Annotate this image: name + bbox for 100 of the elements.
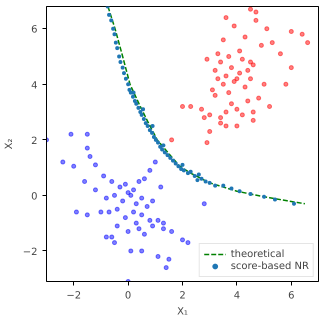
point	[139, 212, 144, 218]
point	[154, 138, 158, 142]
point	[176, 164, 180, 168]
point	[140, 112, 144, 117]
point	[160, 148, 164, 152]
point	[226, 54, 232, 59]
point	[212, 92, 218, 98]
point	[92, 162, 98, 168]
point	[179, 167, 184, 171]
point	[234, 123, 240, 128]
point	[253, 10, 258, 15]
point	[142, 117, 146, 121]
point	[180, 237, 185, 242]
point	[174, 161, 178, 166]
point	[109, 18, 114, 22]
point	[264, 26, 270, 32]
point	[248, 76, 253, 82]
point	[138, 110, 142, 114]
point	[180, 104, 185, 109]
y-tick-label: 6	[31, 24, 38, 36]
point	[258, 42, 264, 48]
point	[117, 54, 122, 58]
point	[250, 110, 256, 115]
point	[234, 76, 240, 82]
point	[237, 48, 242, 54]
point	[107, 12, 112, 17]
point	[150, 198, 156, 204]
point	[142, 176, 147, 182]
point	[160, 226, 166, 232]
point	[224, 110, 229, 115]
point	[224, 15, 229, 20]
point	[229, 186, 234, 190]
point	[215, 76, 220, 82]
point	[150, 130, 154, 135]
point	[248, 6, 253, 12]
y-tick-label: −2	[22, 246, 38, 258]
point	[185, 240, 190, 246]
point	[283, 82, 288, 87]
point	[199, 106, 204, 112]
point	[188, 104, 194, 109]
point	[202, 201, 207, 206]
point	[84, 132, 90, 137]
point	[74, 210, 79, 215]
point	[196, 172, 201, 177]
point	[134, 102, 138, 106]
line-series	[107, 6, 306, 204]
x-axis-title: X₁	[177, 306, 188, 318]
point	[267, 104, 272, 109]
point	[245, 98, 250, 104]
point	[272, 198, 277, 202]
point	[146, 124, 150, 128]
x-tick-label: 2	[179, 290, 186, 302]
point	[169, 229, 174, 234]
point	[162, 150, 167, 154]
point	[60, 160, 66, 165]
point	[136, 179, 142, 184]
point	[142, 232, 147, 237]
point	[208, 180, 212, 185]
point	[139, 248, 144, 254]
point	[288, 65, 294, 70]
point	[166, 153, 170, 158]
point	[234, 106, 240, 112]
point	[195, 178, 200, 182]
point	[132, 90, 136, 95]
point	[202, 115, 207, 120]
point	[120, 66, 125, 70]
point	[104, 234, 109, 240]
point	[204, 56, 210, 62]
point	[127, 88, 132, 92]
point	[220, 82, 226, 87]
x-tick-label: 6	[288, 290, 294, 302]
point	[134, 201, 139, 206]
point	[88, 154, 93, 159]
point	[112, 32, 116, 36]
point	[126, 82, 130, 86]
point	[126, 190, 131, 196]
point	[111, 26, 116, 31]
point	[136, 106, 140, 110]
point	[132, 98, 137, 103]
point	[82, 179, 88, 184]
point	[169, 137, 174, 142]
point	[117, 184, 122, 190]
point	[139, 196, 144, 201]
point	[237, 70, 242, 76]
point	[240, 112, 245, 118]
legend-label: theoretical	[230, 248, 284, 260]
point	[242, 84, 248, 90]
point	[218, 120, 224, 126]
legend-label: score-based NR	[230, 260, 309, 272]
point	[262, 82, 267, 87]
point	[232, 79, 237, 84]
point	[118, 60, 122, 64]
point	[122, 182, 128, 187]
point	[262, 194, 266, 199]
point	[114, 223, 120, 228]
point	[158, 184, 164, 190]
x-tick-label: −2	[66, 290, 82, 302]
point	[141, 107, 146, 112]
point	[212, 68, 218, 73]
point	[188, 170, 193, 174]
